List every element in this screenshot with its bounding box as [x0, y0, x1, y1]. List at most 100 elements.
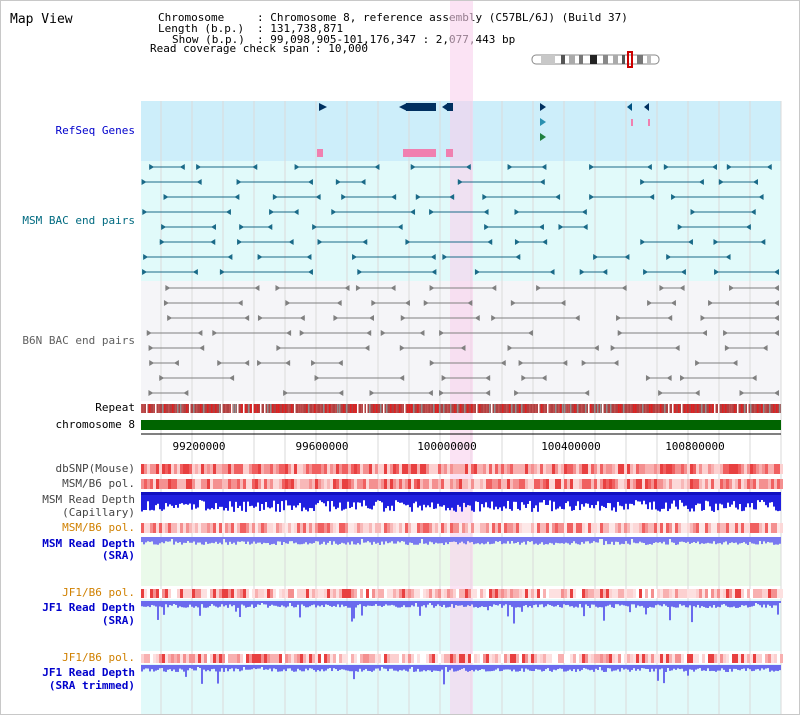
msm-b6-pol-cell — [666, 479, 669, 489]
jf1-sra-depth-bar — [307, 601, 309, 608]
msm-capillary-depth-bar — [325, 492, 327, 507]
msm-sra-depth-bar — [417, 537, 419, 545]
gene-marker[interactable] — [540, 103, 546, 111]
repeat-segment — [407, 404, 409, 413]
msm-bac-pair-end-marker — [487, 239, 493, 245]
msm-capillary-depth-bar — [755, 492, 757, 510]
jf1-b6-pol-2-cell — [399, 654, 402, 663]
dbsnp-cell — [645, 464, 648, 474]
b6n-bac-pair-end-marker — [518, 360, 524, 366]
msm-sra-depth-bar — [193, 537, 195, 542]
gene-marker[interactable] — [540, 133, 546, 141]
msm-b6-pol-2-cell — [729, 523, 732, 533]
jf1-sra-trim-depth-bar — [407, 665, 409, 672]
msm-sra-depth-bar — [643, 537, 645, 544]
msm-b6-pol-cell — [453, 479, 456, 489]
jf1-sra-depth-bar — [735, 601, 737, 608]
gene-marker[interactable] — [319, 103, 327, 111]
msm-b6-pol-cell — [672, 479, 675, 489]
refseq-gene-track[interactable] — [317, 103, 650, 157]
jf1-b6-pol-2-cell — [411, 654, 414, 663]
msm-capillary-depth-bar — [753, 492, 755, 510]
msm-b6-pol-cell — [342, 479, 345, 489]
dbsnp-cell — [699, 464, 702, 474]
msm-sra-depth-bar — [419, 537, 421, 544]
jf1-b6-pol-cell — [552, 589, 555, 598]
jf1-sra-depth-bar — [673, 601, 675, 608]
msm-capillary-depth-bar — [451, 492, 453, 508]
msm-capillary-depth-bar — [335, 492, 337, 510]
msm-b6-pol-cell — [624, 479, 627, 489]
msm-b6-pol-cell — [675, 479, 678, 489]
msm-capillary-depth-bar — [757, 492, 759, 501]
jf1-sra-trim-depth-bar — [563, 665, 565, 672]
msm-b6-pol-2-cell — [246, 523, 249, 533]
msm-b6-pol-cell — [771, 479, 774, 489]
chromosome-bar[interactable] — [141, 420, 781, 430]
jf1-sra-trim-depth-bar — [397, 665, 399, 672]
msm-sra-depth-bar — [345, 537, 347, 545]
gene-block[interactable] — [447, 103, 453, 111]
msm-b6-pol-2-cell — [243, 523, 246, 533]
msm-b6-pol-cell — [273, 479, 276, 489]
jf1-b6-pol-cell — [591, 589, 594, 598]
msm-bac-pair-end-marker — [725, 254, 731, 260]
msm-sra-depth-bar — [385, 537, 387, 542]
gene-marker[interactable] — [540, 118, 546, 126]
gene-marker[interactable] — [644, 103, 649, 111]
msm-b6-pol-2-cell — [186, 523, 189, 533]
msm-capillary-depth-bar — [305, 492, 307, 510]
jf1-b6-pol-cell — [303, 589, 306, 598]
jf1-sra-depth-bar — [321, 601, 323, 606]
repeat-segment — [486, 404, 488, 413]
msm-capillary-depth-bar — [641, 492, 643, 505]
selected-region-highlight[interactable] — [450, 1, 473, 714]
jf1-sra-trim-depth-bar — [191, 665, 193, 669]
msm-sra-depth-bar — [575, 537, 577, 544]
msm-sra-depth-bar — [295, 537, 297, 543]
msm-b6-pol-2-cell — [327, 523, 330, 533]
msm-capillary-depth-bar — [173, 492, 175, 508]
dbsnp-cell — [480, 464, 483, 474]
jf1-sra-trim-depth-bar — [505, 665, 507, 670]
msm-sra-depth-bar — [415, 537, 417, 545]
jf1-b6-pol-2-cell — [456, 654, 459, 663]
gene-block[interactable] — [406, 103, 436, 111]
jf1-sra-depth-bar — [415, 601, 417, 603]
gene-marker[interactable] — [627, 103, 632, 111]
jf1-sra-depth-bar — [679, 601, 681, 605]
polymorphism-and-depth-tracks[interactable] — [141, 464, 783, 685]
jf1-b6-pol-cell — [405, 589, 408, 598]
jf1-b6-pol-cell — [600, 589, 603, 598]
jf1-sra-depth-bar — [595, 601, 597, 607]
msm-capillary-depth-bar — [199, 492, 201, 501]
msm-b6-pol-cell — [681, 479, 684, 489]
jf1-sra-trim-depth-bar — [159, 665, 161, 669]
msm-sra-depth-bar — [673, 537, 675, 543]
msm-sra-depth-bar — [323, 537, 325, 542]
msm-sra-depth-bar — [433, 537, 435, 545]
chromosome-ideogram[interactable] — [531, 51, 660, 68]
msm-bac-end-pairs-track[interactable] — [141, 164, 779, 275]
jf1-sra-trim-depth-bar — [579, 665, 581, 672]
gene-marker[interactable] — [442, 103, 448, 111]
jf1-sra-depth-bar — [387, 601, 389, 606]
repeat-segment — [614, 404, 616, 413]
repeat-segment — [779, 404, 781, 413]
b6n-bac-pair-end-marker — [244, 360, 250, 366]
jf1-sra-trim-depth-bar — [361, 665, 363, 672]
jf1-sra-depth-bar — [453, 601, 455, 608]
msm-b6-pol-2-cell — [525, 523, 528, 533]
msm-bac-pair-end-marker — [431, 269, 437, 275]
repeat-segment — [399, 404, 401, 413]
gene-marker[interactable] — [399, 103, 407, 111]
jf1-sra-trim-depth-bar — [339, 665, 341, 670]
msm-sra-depth-bar — [621, 537, 623, 544]
b6n-bac-end-pairs-track[interactable] — [146, 285, 779, 396]
jf1-sra-depth-bar — [693, 601, 695, 607]
repeat-track[interactable] — [141, 404, 781, 413]
jf1-b6-pol-2-cell — [186, 654, 189, 663]
msm-sra-depth-bar — [581, 537, 583, 543]
msm-capillary-depth-bar — [253, 492, 255, 508]
